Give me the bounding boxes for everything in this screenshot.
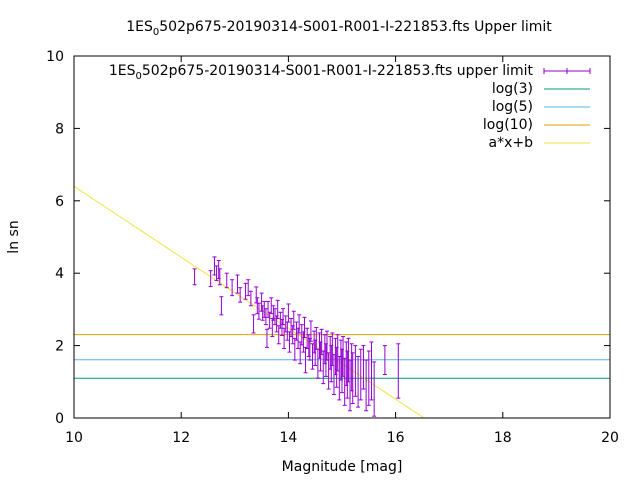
y-axis: 0 2 4 6 8 10 [46, 49, 610, 427]
y-tick-label-1: 2 [55, 339, 64, 355]
data-point [382, 345, 387, 376]
data-point [235, 274, 240, 294]
legend-label-log5: log(5) [492, 99, 533, 115]
data-point [248, 290, 253, 307]
legend-label-fit: a*x+b [489, 135, 534, 151]
data-point [291, 310, 296, 330]
data-point [353, 345, 358, 397]
x-tick-label-4: 18 [494, 430, 512, 446]
x-tick-label-3: 16 [387, 430, 405, 446]
data-point [369, 341, 374, 401]
data-point [208, 270, 213, 288]
x-tick-label-2: 14 [279, 430, 297, 446]
y-tick-label-3: 6 [55, 194, 64, 210]
data-point [214, 265, 219, 281]
y-tick-label-2: 4 [55, 266, 64, 282]
data-point [275, 299, 280, 319]
data-point [243, 282, 248, 300]
data-point [224, 272, 229, 289]
chart-title-prefix: 1ES [126, 19, 153, 35]
data-point [238, 287, 243, 303]
legend-label-log3: log(3) [492, 81, 533, 97]
data-point [256, 302, 261, 320]
data-point [217, 268, 222, 286]
legend: 1ES0502p675-20190314-S001-R001-I-221853.… [109, 63, 591, 151]
data-point [246, 279, 251, 297]
data-point [251, 314, 256, 334]
chart-title-subscript: 0 [153, 27, 159, 38]
data-point [212, 256, 217, 276]
x-tick-label-0: 10 [65, 430, 83, 446]
legend-label-data: 1ES0502p675-20190314-S001-R001-I-221853.… [109, 63, 534, 82]
legend-label-data-prefix: 1ES [109, 63, 136, 79]
data-point [281, 308, 286, 326]
data-point [230, 279, 235, 297]
data-point [269, 297, 274, 315]
data-point [350, 352, 355, 405]
data-point [263, 308, 268, 326]
data-point [356, 355, 361, 408]
y-tick-label-4: 8 [55, 121, 64, 137]
data-points [192, 256, 401, 417]
data-point [366, 350, 371, 406]
x-axis: 10 12 14 16 18 20 [65, 56, 619, 446]
data-point [361, 345, 366, 390]
data-point [364, 359, 369, 412]
x-tick-label-5: 20 [601, 430, 619, 446]
data-point [292, 337, 297, 361]
data-point [192, 268, 197, 286]
data-point [297, 314, 302, 334]
plot-frame [73, 55, 611, 419]
y-tick-label-0: 0 [55, 411, 64, 427]
data-point [372, 361, 377, 417]
legend-label-log10: log(10) [483, 117, 533, 133]
data-point [270, 317, 275, 338]
chart-title: 1ES0502p675-20190314-S001-R001-I-221853.… [126, 19, 552, 38]
y-axis-label: ln sn [6, 220, 22, 253]
y-tick-label-5: 10 [46, 49, 64, 65]
data-point [219, 296, 224, 316]
x-axis-label: Magnitude [mag] [282, 459, 403, 475]
data-point [286, 303, 291, 323]
legend-label-data-subscript: 0 [136, 71, 142, 82]
data-point [396, 343, 401, 399]
chart-title-suffix: 502p675-20190314-S001-R001-I-221853.fts … [159, 19, 552, 35]
data-point [358, 348, 363, 401]
x-tick-label-1: 12 [172, 430, 190, 446]
data-point [302, 316, 307, 339]
data-point [308, 320, 313, 342]
legend-label-data-suffix: 502p675-20190314-S001-R001-I-221853.fts … [142, 63, 534, 79]
data-point [264, 328, 269, 348]
